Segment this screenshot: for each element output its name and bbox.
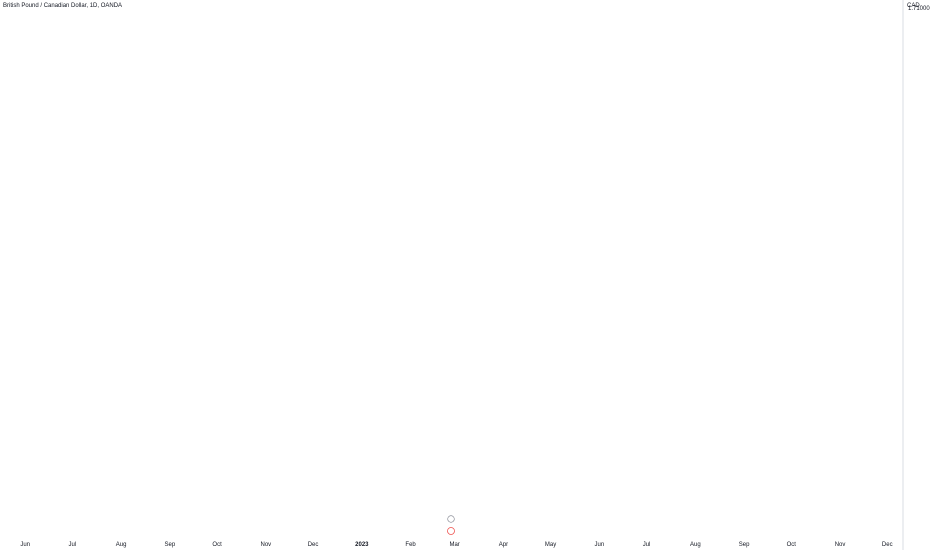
x-tick-label: May (545, 542, 556, 548)
x-tick-label: Dec (882, 542, 893, 548)
x-tick-label: Apr (499, 542, 508, 548)
x-tick-label: Aug (690, 542, 701, 548)
x-tick-label: Jul (69, 542, 77, 548)
x-tick-label: Jul (643, 542, 651, 548)
x-tick-label: Jun (20, 542, 30, 548)
x-tick-label: Oct (212, 542, 222, 548)
x-tick-label: Dec (308, 542, 319, 548)
dividend-marker[interactable] (447, 515, 455, 535)
currency-label: CAD (907, 3, 920, 9)
x-tick-label: Jun (595, 542, 605, 548)
x-axis[interactable]: Jun Jul Aug Sep Oct Nov Dec 2023 Feb Mar Apr May Jun… (20, 542, 892, 548)
y-tick-label: 1.71000 (908, 6, 930, 12)
x-tick-label: Nov (835, 542, 846, 548)
x-tick-label: Mar (449, 542, 459, 548)
flag-icon (447, 527, 455, 535)
x-tick-label: Sep (739, 542, 750, 548)
y-axis[interactable]: 1.710001.700001.690001.680001.670001.660… (908, 0, 930, 12)
chart-title: British Pound / Canadian Dollar, 1D, OAN… (3, 3, 123, 9)
x-tick-label: 2023 (355, 542, 369, 548)
marker-circle (447, 515, 455, 523)
x-tick-label: Feb (405, 542, 416, 548)
x-tick-label: Nov (261, 542, 272, 548)
x-tick-label: Aug (116, 542, 127, 548)
x-tick-label: Oct (787, 542, 797, 548)
x-tick-label: Sep (165, 542, 176, 548)
